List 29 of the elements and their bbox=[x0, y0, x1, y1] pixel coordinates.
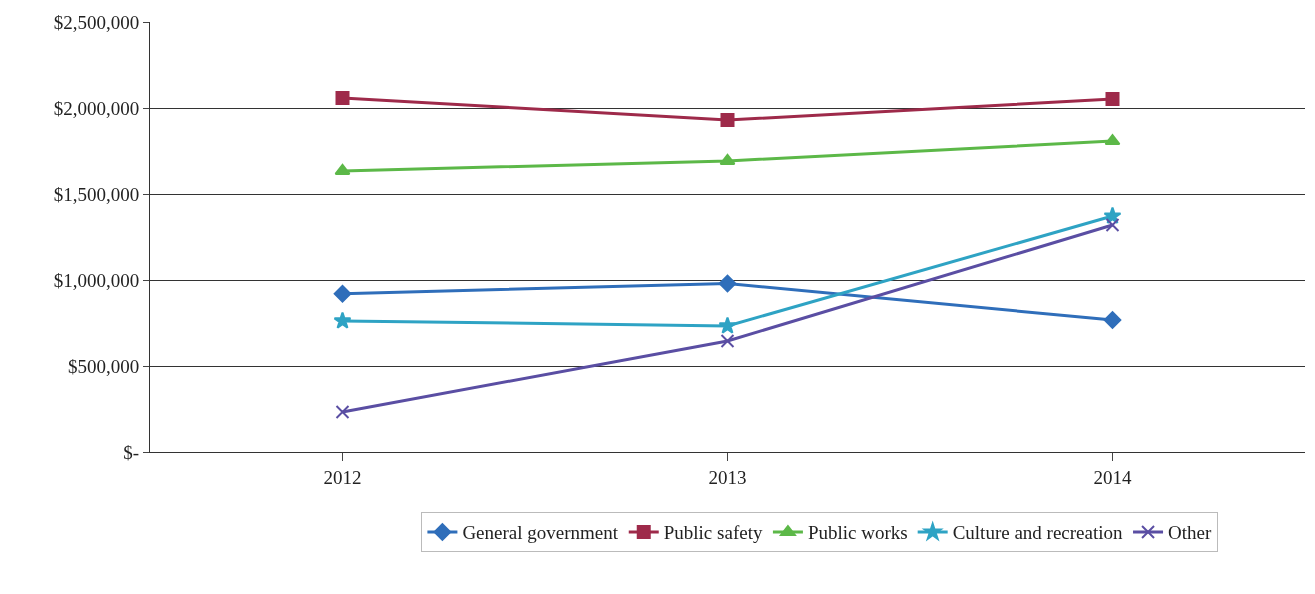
point bbox=[334, 163, 351, 175]
legend-label: General government bbox=[462, 522, 619, 544]
y-tick-label: $2,500,000 bbox=[53, 11, 140, 33]
point bbox=[719, 153, 736, 165]
x-tick-label: 2014 bbox=[1093, 466, 1132, 488]
x-tick-label: 2013 bbox=[708, 466, 747, 488]
point bbox=[335, 91, 350, 106]
x-tick-label: 2012 bbox=[323, 466, 362, 488]
legend-label: Public safety bbox=[663, 522, 763, 544]
point bbox=[720, 113, 735, 128]
legend-label: Culture and recreation bbox=[952, 522, 1124, 544]
y-tick-label: $- bbox=[123, 441, 140, 463]
y-tick-label: $1,000,000 bbox=[53, 269, 140, 291]
point bbox=[718, 274, 737, 293]
point bbox=[333, 311, 352, 329]
y-tick-label: $1,500,000 bbox=[53, 183, 140, 205]
point bbox=[1103, 311, 1122, 329]
point bbox=[333, 284, 352, 303]
point bbox=[1104, 134, 1121, 146]
point bbox=[720, 334, 735, 349]
y-tick-label: $500,000 bbox=[67, 355, 140, 377]
y-tick-label: $2,000,000 bbox=[53, 97, 140, 119]
point bbox=[1103, 206, 1122, 224]
point bbox=[1105, 217, 1120, 232]
point bbox=[1105, 92, 1120, 107]
point bbox=[718, 316, 737, 334]
point bbox=[335, 404, 350, 419]
legend-label: Public works bbox=[807, 522, 908, 544]
legend-label: Other bbox=[1168, 522, 1212, 544]
